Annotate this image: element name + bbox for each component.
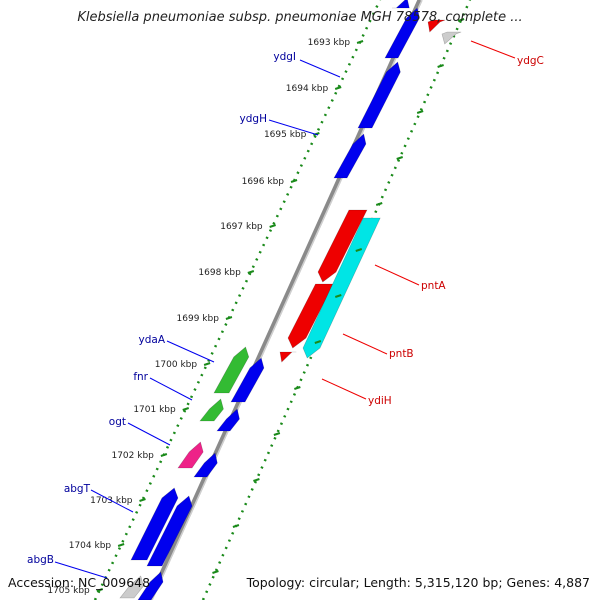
gene-forward-1696 [333, 133, 367, 179]
gene-forward-1702 [193, 452, 218, 478]
forward-dotted-track [93, 0, 382, 600]
tick-mark [334, 294, 342, 298]
label-leader-ogt [127, 422, 171, 446]
gene-label-pntA: pntA [421, 280, 446, 292]
tick-label: 1705 kbp [47, 586, 90, 596]
tick-mark [273, 432, 281, 436]
tick-label: 1702 kbp [111, 451, 154, 461]
gene-label-ydgC: ydgC [517, 55, 544, 67]
tick-label: 1701 kbp [133, 405, 176, 415]
gene-ydiH [302, 217, 381, 359]
tick-mark [232, 524, 240, 528]
tick-label: 1700 kbp [155, 360, 198, 370]
label-leader-fnr [149, 377, 193, 401]
summary-text: Topology: circular; Length: 5,315,120 bp… [246, 575, 590, 590]
tick-label: 1697 kbp [220, 222, 263, 232]
tick-mark [396, 156, 404, 160]
gene-label-ydgH: ydgH [240, 113, 267, 125]
label-leader-ydgC [470, 40, 516, 59]
gene-small-red [279, 351, 297, 363]
label-leader-ydgH [268, 119, 319, 136]
tick-mark [117, 543, 125, 547]
accession-text: Accession: NC_009648 [8, 575, 151, 590]
tick-mark [314, 340, 322, 344]
label-leader-ydiH [321, 378, 367, 400]
gene-ydaA [213, 346, 250, 394]
label-leader-pntA [374, 264, 420, 286]
gene-ogt [177, 441, 204, 469]
tick-label: 1695 kbp [264, 130, 307, 140]
tick-mark [457, 18, 465, 22]
tick-mark [182, 407, 190, 411]
tick-mark [334, 86, 342, 90]
gene-forward-top [392, 0, 410, 9]
gene-label-abgB: abgB [27, 554, 54, 566]
tick-mark [375, 202, 383, 206]
gene-pntB [287, 283, 335, 349]
tick-label: 1693 kbp [308, 38, 351, 48]
tick-mark [203, 362, 211, 366]
tick-label: 1699 kbp [177, 314, 220, 324]
gene-ydgC [427, 19, 446, 33]
gene-abgB [119, 575, 144, 599]
gene-ydgH [357, 61, 401, 129]
tick-mark [356, 40, 364, 44]
map-title: Klebsiella pneumoniae subsp. pneumoniae … [77, 10, 523, 25]
gene-ydgI [384, 7, 420, 59]
gene-label-ydaA: ydaA [139, 334, 166, 346]
tick-mark [355, 248, 363, 252]
gene-grey-top [441, 31, 462, 45]
tick-mark [294, 386, 301, 390]
tick-mark [160, 453, 168, 457]
gene-fnr [199, 398, 224, 422]
tick-label: 1704 kbp [69, 541, 112, 551]
tick-mark [437, 64, 444, 68]
gene-label-ydiH: ydiH [368, 395, 392, 407]
tick-mark [96, 588, 104, 592]
tick-label: 1694 kbp [286, 84, 329, 94]
tick-mark [416, 110, 424, 114]
tick-mark [269, 224, 276, 228]
tick-mark [253, 478, 260, 482]
gene-forward-1703 [146, 495, 193, 567]
tick-mark [290, 179, 298, 183]
tick-mark [139, 498, 146, 502]
gene-forward-1704 [137, 571, 164, 600]
gene-label-fnr: fnr [133, 371, 148, 383]
gene-forward-1700 [230, 357, 265, 403]
gene-abgT [130, 487, 179, 561]
label-leader-pntB [342, 333, 388, 355]
tick-mark [212, 570, 219, 574]
gene-label-pntB: pntB [389, 348, 414, 360]
tick-label: 1696 kbp [242, 177, 285, 187]
tick-mark [225, 316, 233, 320]
label-leader-abgT [90, 489, 134, 513]
tick-mark [247, 270, 255, 274]
label-leader-ydaA [166, 340, 215, 363]
label-leader-ydgI [299, 59, 341, 78]
gene-label-abgT: abgT [64, 483, 91, 495]
gene-pntA [317, 209, 368, 283]
gene-label-ogt: ogt [109, 416, 126, 428]
tick-label: 1698 kbp [198, 268, 241, 278]
gene-forward-1701 [216, 408, 240, 432]
gene-label-ydgI: ydgI [273, 51, 296, 63]
label-leader-abgB [54, 561, 108, 579]
